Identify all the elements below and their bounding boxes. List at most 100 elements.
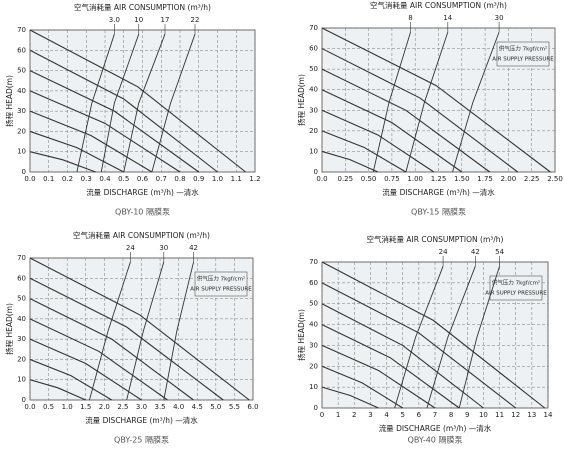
x-tick-label: 1 xyxy=(336,411,340,419)
y-tick-label: 40 xyxy=(17,87,26,95)
y-tick-label: 0 xyxy=(314,168,318,176)
x-axis-label: 流量 DISCHARGE (m³/h) —清水 xyxy=(86,187,199,197)
x-tick-label: 2.50 xyxy=(547,175,563,183)
curve xyxy=(321,303,484,409)
x-axis-label: 流量 DISCHARGE (m³/h) —清水 xyxy=(85,415,198,425)
x-tick-label: 0.2 xyxy=(62,175,73,183)
x-tick-label: 2.5 xyxy=(117,403,128,411)
curve xyxy=(29,318,168,401)
curve xyxy=(100,33,140,173)
x-tick-label: 1.2 xyxy=(249,175,260,183)
y-tick-label: 30 xyxy=(309,341,318,349)
air-label: 8 xyxy=(408,14,412,22)
y-tick-label: 40 xyxy=(309,321,318,329)
curve xyxy=(29,338,142,401)
x-tick-label: 2.25 xyxy=(524,175,540,183)
y-tick-label: 10 xyxy=(17,376,26,384)
x-tick-label: 4.0 xyxy=(173,403,184,411)
y-tick-label: 30 xyxy=(17,107,26,115)
x-tick-label: 0.1 xyxy=(43,175,54,183)
curve xyxy=(29,358,113,401)
curve xyxy=(321,68,491,173)
air-label: 30 xyxy=(495,14,504,22)
air-label: 10 xyxy=(134,16,143,24)
x-tick-label: 2.00 xyxy=(501,175,517,183)
x-tick-label: 0.8 xyxy=(174,175,185,183)
y-tick-label: 40 xyxy=(309,86,318,94)
curve xyxy=(452,31,500,173)
y-tick-label: 70 xyxy=(17,254,26,262)
y-tick-label: 10 xyxy=(17,148,26,156)
y-axis-label: 扬程 HEAD(m) xyxy=(296,309,306,361)
chart-title: 空气消耗量 AIR CONSUMPTION (m³/h) xyxy=(74,2,211,12)
curve xyxy=(321,324,460,409)
x-tick-label: 0.0 xyxy=(24,403,35,411)
curve xyxy=(29,379,86,401)
air-label: 22 xyxy=(191,16,200,24)
chart-title: 空气消耗量 AIR CONSUMPTION (m³/h) xyxy=(73,230,210,240)
curve xyxy=(321,282,517,409)
caption: QBY-10 隔膜泵 xyxy=(115,207,170,217)
curve xyxy=(89,261,131,401)
caption: QBY-40 隔膜泵 xyxy=(408,435,463,445)
curve xyxy=(394,266,444,409)
x-tick-label: 0.5 xyxy=(43,403,54,411)
x-axis-label: 流量 DISCHARGE (m³/h) —清水 xyxy=(382,187,495,197)
y-tick-label: 60 xyxy=(309,279,318,287)
x-tick-label: 0.0 xyxy=(24,175,35,183)
curve xyxy=(321,386,379,409)
curve xyxy=(321,365,404,409)
x-tick-label: 4 xyxy=(384,411,389,419)
x-tick-label: 8 xyxy=(449,411,453,419)
x-tick-label: 5.5 xyxy=(229,403,240,411)
caption: QBY-25 隔膜泵 xyxy=(114,435,169,445)
y-tick-label: 0 xyxy=(22,396,26,404)
x-tick-label: 2.0 xyxy=(99,403,110,411)
air-label: 17 xyxy=(161,16,170,24)
curve xyxy=(163,261,194,401)
y-tick-label: 70 xyxy=(17,26,26,34)
air-label: 3.0 xyxy=(109,16,120,24)
x-tick-label: 0.4 xyxy=(99,175,111,183)
air-label: 14 xyxy=(443,14,452,22)
x-tick-label: 1.75 xyxy=(477,175,493,183)
x-tick-label: 14 xyxy=(544,411,553,419)
y-tick-label: 20 xyxy=(17,127,26,135)
x-tick-label: 13 xyxy=(527,411,536,419)
y-axis-label: 扬程 HEAD(m) xyxy=(4,75,14,127)
x-tick-label: 3.5 xyxy=(155,403,166,411)
curve xyxy=(458,266,500,409)
curve xyxy=(29,151,96,173)
annotation: 供气压力 7kgf/cm² xyxy=(492,279,540,287)
curve xyxy=(321,344,436,409)
annotation: 供气压力 7kgf/cm² xyxy=(499,45,547,53)
x-axis-label: 流量 DISCHARGE (m³/h) —清水 xyxy=(379,423,492,433)
curve xyxy=(29,277,224,401)
annotation-box xyxy=(496,41,550,67)
y-axis-label: 扬程 HEAD(m) xyxy=(4,303,14,355)
y-tick-label: 10 xyxy=(309,147,318,155)
annotation: AIR SUPPLY PRESSURE xyxy=(485,291,547,297)
y-tick-label: 30 xyxy=(17,335,26,343)
curve xyxy=(321,48,519,173)
y-tick-label: 20 xyxy=(17,355,26,363)
x-tick-label: 3 xyxy=(368,411,372,419)
curve xyxy=(426,266,476,409)
curve xyxy=(123,33,166,173)
curve xyxy=(29,110,153,173)
x-tick-label: 7 xyxy=(433,411,437,419)
air-label: 24 xyxy=(126,244,135,252)
x-tick-label: 0.6 xyxy=(137,175,149,183)
y-tick-label: 30 xyxy=(309,106,318,114)
air-label: 54 xyxy=(495,248,504,256)
x-tick-label: 1.5 xyxy=(80,403,91,411)
curve xyxy=(29,298,194,401)
y-tick-label: 0 xyxy=(314,404,318,412)
y-axis-label: 扬程 HEAD(m) xyxy=(296,74,306,126)
x-tick-label: 0.9 xyxy=(193,175,204,183)
y-tick-label: 50 xyxy=(17,295,26,303)
y-tick-label: 50 xyxy=(309,300,318,308)
curve xyxy=(321,27,551,173)
x-tick-label: 1.1 xyxy=(231,175,242,183)
